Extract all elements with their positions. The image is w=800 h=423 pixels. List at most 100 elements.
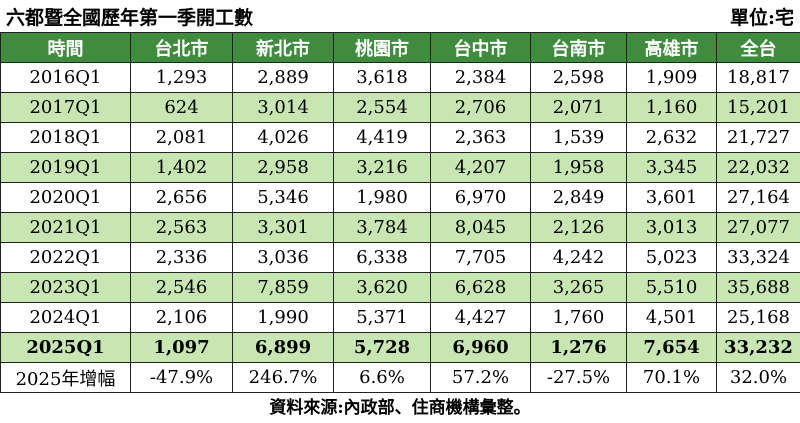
table-row: 2021Q1 2,563 3,301 3,784 8,045 2,126 3,013 27,0… bbox=[0, 212, 800, 243]
row-label: 2018Q1 bbox=[0, 122, 131, 153]
cell: 2,336 bbox=[130, 242, 233, 273]
cell: 1,980 bbox=[333, 182, 431, 213]
cell: 33,232 bbox=[716, 332, 800, 363]
data-table: 時間 台北市 新北市 桃園市 台中市 台南市 高雄市 全台 2016Q1 1,293 2,889 3… bbox=[0, 32, 800, 393]
table-row: 2018Q1 2,081 4,026 4,419 2,363 1,539 2,632 21,7… bbox=[0, 122, 800, 153]
cell: 4,501 bbox=[626, 302, 717, 333]
cell: 6,338 bbox=[333, 242, 431, 273]
cell: 6,970 bbox=[430, 182, 531, 213]
cell: 2,384 bbox=[430, 62, 531, 93]
cell: 2,598 bbox=[530, 62, 627, 93]
row-label: 2021Q1 bbox=[0, 212, 131, 243]
cell: 5,510 bbox=[626, 272, 717, 303]
cell: 7,654 bbox=[626, 332, 717, 363]
cell: 8,045 bbox=[430, 212, 531, 243]
table-row: 2017Q1 624 3,014 2,554 2,706 2,071 1,160 15,201 bbox=[0, 92, 800, 123]
table-row: 2025Q1 1,097 6,899 5,728 6,960 1,276 7,654 33,2… bbox=[0, 332, 800, 363]
row-label: 2019Q1 bbox=[0, 152, 131, 183]
cell: 18,817 bbox=[716, 62, 800, 93]
header-cell: 台中市 bbox=[430, 32, 531, 63]
cell: 7,705 bbox=[430, 242, 531, 273]
header-cell: 桃園市 bbox=[333, 32, 431, 63]
cell: 4,207 bbox=[430, 152, 531, 183]
cell: 15,201 bbox=[716, 92, 800, 123]
header-cell: 台北市 bbox=[130, 32, 233, 63]
cell: 6,960 bbox=[430, 332, 531, 363]
cell: 3,265 bbox=[530, 272, 627, 303]
cell: 2,958 bbox=[232, 152, 334, 183]
cell: 4,026 bbox=[232, 122, 334, 153]
row-label: 2025年增幅 bbox=[0, 362, 131, 393]
table-row: 2020Q1 2,656 5,346 1,980 6,970 2,849 3,601 27,1… bbox=[0, 182, 800, 213]
cell: 1,909 bbox=[626, 62, 717, 93]
cell: 4,242 bbox=[530, 242, 627, 273]
cell: 2,363 bbox=[430, 122, 531, 153]
table-row: 2016Q1 1,293 2,889 3,618 2,384 2,598 1,909 18,8… bbox=[0, 62, 800, 93]
cell: 1,160 bbox=[626, 92, 717, 123]
header-cell: 高雄市 bbox=[626, 32, 717, 63]
cell: 35,688 bbox=[716, 272, 800, 303]
cell: 2,849 bbox=[530, 182, 627, 213]
cell: 57.2% bbox=[430, 362, 531, 393]
row-label: 2024Q1 bbox=[0, 302, 131, 333]
header-cell: 時間 bbox=[0, 32, 131, 63]
row-label: 2016Q1 bbox=[0, 62, 131, 93]
cell: 2,563 bbox=[130, 212, 233, 243]
header-cell: 新北市 bbox=[232, 32, 334, 63]
cell: 1,760 bbox=[530, 302, 627, 333]
cell: -27.5% bbox=[530, 362, 627, 393]
header-cell: 全台 bbox=[716, 32, 800, 63]
cell: 6,899 bbox=[232, 332, 334, 363]
cell: 2,081 bbox=[130, 122, 233, 153]
header-cell: 台南市 bbox=[530, 32, 627, 63]
cell: 2,071 bbox=[530, 92, 627, 123]
cell: 3,345 bbox=[626, 152, 717, 183]
cell: 6,628 bbox=[430, 272, 531, 303]
row-label: 2025Q1 bbox=[0, 332, 131, 363]
cell: 2,106 bbox=[130, 302, 233, 333]
cell: 3,601 bbox=[626, 182, 717, 213]
cell: 27,164 bbox=[716, 182, 800, 213]
cell: 3,620 bbox=[333, 272, 431, 303]
cell: 1,097 bbox=[130, 332, 233, 363]
table-row: 2024Q1 2,106 1,990 5,371 4,427 1,760 4,501 25,1… bbox=[0, 302, 800, 333]
source-note: 資料來源:內政部、住商機構彙整。 bbox=[269, 398, 531, 418]
cell: 2,546 bbox=[130, 272, 233, 303]
cell: 3,216 bbox=[333, 152, 431, 183]
cell: 2,706 bbox=[430, 92, 531, 123]
cell: 3,784 bbox=[333, 212, 431, 243]
row-label: 2020Q1 bbox=[0, 182, 131, 213]
cell: 25,168 bbox=[716, 302, 800, 333]
cell: 3,014 bbox=[232, 92, 334, 123]
cell: 22,032 bbox=[716, 152, 800, 183]
cell: 2,554 bbox=[333, 92, 431, 123]
header-row: 時間 台北市 新北市 桃園市 台中市 台南市 高雄市 全台 bbox=[0, 32, 800, 63]
cell: 3,036 bbox=[232, 242, 334, 273]
row-label: 2023Q1 bbox=[0, 272, 131, 303]
cell: 3,618 bbox=[333, 62, 431, 93]
cell: 2,632 bbox=[626, 122, 717, 153]
cell: 1,402 bbox=[130, 152, 233, 183]
cell: 1,539 bbox=[530, 122, 627, 153]
unit: 單位:宅 bbox=[729, 6, 794, 29]
cell: 2,889 bbox=[232, 62, 334, 93]
cell: 2,656 bbox=[130, 182, 233, 213]
cell: 1,293 bbox=[130, 62, 233, 93]
cell: 5,346 bbox=[232, 182, 334, 213]
cell: 7,859 bbox=[232, 272, 334, 303]
table-row: 2025年增幅 -47.9% 246.7% 6.6% 57.2% -27.5% 70.1% 3… bbox=[0, 362, 800, 393]
title: 六都暨全國歷年第一季開工數 bbox=[6, 6, 254, 29]
cell: 27,077 bbox=[716, 212, 800, 243]
table-row: 2022Q1 2,336 3,036 6,338 7,705 4,242 5,023 33,3… bbox=[0, 242, 800, 273]
cell: 3,301 bbox=[232, 212, 334, 243]
cell: 32.0% bbox=[716, 362, 800, 393]
row-label: 2022Q1 bbox=[0, 242, 131, 273]
cell: 2,126 bbox=[530, 212, 627, 243]
cell: 5,023 bbox=[626, 242, 717, 273]
cell: 33,324 bbox=[716, 242, 800, 273]
cell: 4,427 bbox=[430, 302, 531, 333]
title-bar: 六都暨全國歷年第一季開工數 單位:宅 bbox=[0, 0, 800, 32]
cell: 246.7% bbox=[232, 362, 334, 393]
cell: 1,958 bbox=[530, 152, 627, 183]
